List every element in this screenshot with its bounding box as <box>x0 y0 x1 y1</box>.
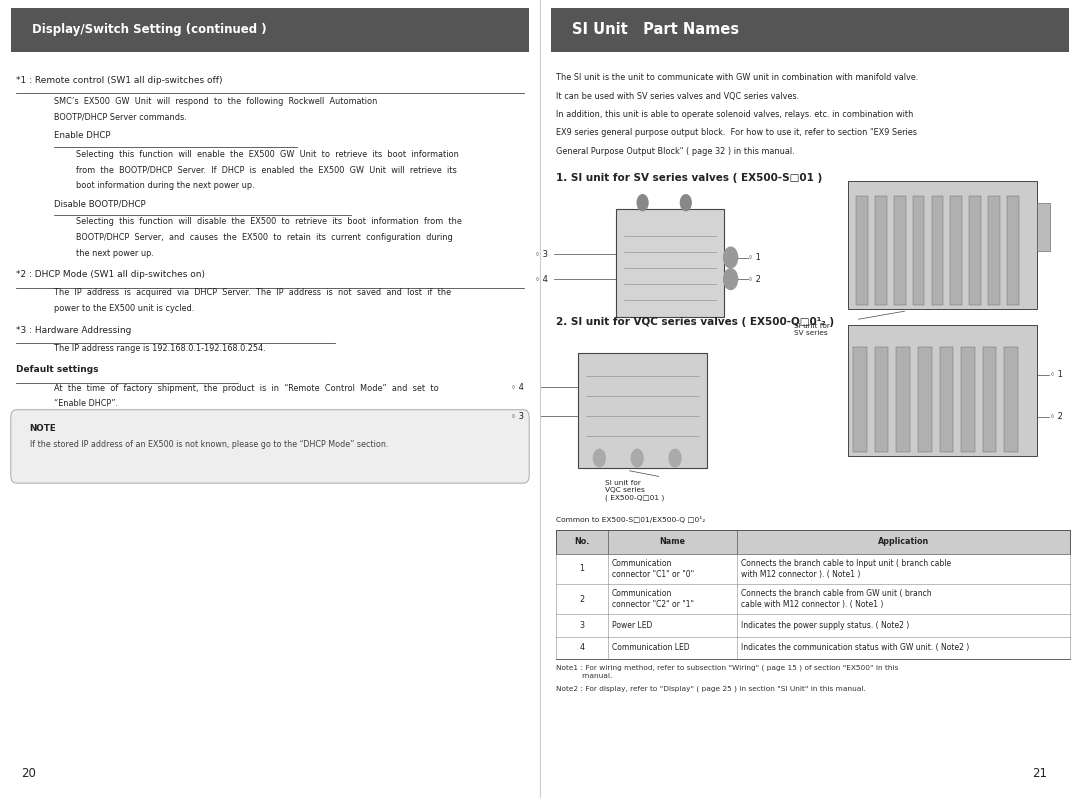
Text: Indicates the power supply status. ( Note2 ): Indicates the power supply status. ( Not… <box>741 621 909 630</box>
Text: Selecting  this  function  will  disable  the  EX500  to  retrieve  its  boot  i: Selecting this function will disable the… <box>76 217 461 227</box>
Text: Communication LED: Communication LED <box>612 643 689 653</box>
Text: SI unit for
SV series: SI unit for SV series <box>794 323 829 336</box>
Text: 2: 2 <box>579 595 584 604</box>
Text: BOOTP/DHCP  Server,  and  causes  the  EX500  to  retain  its  current  configur: BOOTP/DHCP Server, and causes the EX500 … <box>76 233 453 242</box>
FancyBboxPatch shape <box>551 8 1069 52</box>
Text: 2. SI unit for VQC series valves ( EX500-Q□0¹₂ ): 2. SI unit for VQC series valves ( EX500… <box>556 317 835 327</box>
Text: ◦ 1: ◦ 1 <box>747 253 760 262</box>
Text: Indicates the communication status with GW unit. ( Note2 ): Indicates the communication status with … <box>741 643 970 653</box>
Text: Name: Name <box>659 537 686 547</box>
Bar <box>970 196 981 305</box>
Circle shape <box>631 449 644 467</box>
Circle shape <box>669 449 681 467</box>
Text: 20: 20 <box>22 768 37 780</box>
Text: Note1 : For wiring method, refer to subsection "Wiring" ( page 15 ) of section ": Note1 : For wiring method, refer to subs… <box>556 665 899 679</box>
Text: boot information during the next power up.: boot information during the next power u… <box>76 181 254 190</box>
FancyBboxPatch shape <box>11 409 529 483</box>
Text: ◦ 3: ◦ 3 <box>535 250 549 259</box>
FancyBboxPatch shape <box>556 584 1070 614</box>
Text: ◦ 3: ◦ 3 <box>511 412 524 421</box>
Bar <box>1037 203 1050 251</box>
Bar <box>855 196 868 305</box>
FancyBboxPatch shape <box>556 614 1070 637</box>
Bar <box>875 347 888 452</box>
Text: power to the EX500 unit is cycled.: power to the EX500 unit is cycled. <box>54 304 194 313</box>
Text: *3 : Hardware Addressing: *3 : Hardware Addressing <box>16 326 132 334</box>
Text: Application: Application <box>878 537 929 547</box>
Bar <box>875 196 887 305</box>
Text: 3: 3 <box>579 621 584 630</box>
Bar <box>931 196 944 305</box>
Text: NOTE: NOTE <box>30 424 56 433</box>
Text: the next power up.: the next power up. <box>76 249 153 258</box>
Text: No.: No. <box>575 537 590 547</box>
Bar <box>894 196 905 305</box>
Bar <box>1004 347 1017 452</box>
Text: BOOTP/DHCP Server commands.: BOOTP/DHCP Server commands. <box>54 113 187 122</box>
Text: ◦ 2: ◦ 2 <box>1050 413 1063 421</box>
Text: SI unit for
VQC series
( EX500-Q□01 ): SI unit for VQC series ( EX500-Q□01 ) <box>605 480 664 501</box>
Text: Enable DHCP: Enable DHCP <box>54 131 110 140</box>
Text: Display/Switch Setting (continued ): Display/Switch Setting (continued ) <box>32 23 267 36</box>
Text: *1 : Remote control (SW1 all dip-switches off): *1 : Remote control (SW1 all dip-switche… <box>16 76 222 85</box>
Text: ◦ 2: ◦ 2 <box>747 275 760 283</box>
Text: It can be used with SV series valves and VQC series valves.: It can be used with SV series valves and… <box>556 92 799 101</box>
Text: SMC’s  EX500  GW  Unit  will  respond  to  the  following  Rockwell  Automation: SMC’s EX500 GW Unit will respond to the … <box>54 97 377 106</box>
Text: 1. SI unit for SV series valves ( EX500-S□01 ): 1. SI unit for SV series valves ( EX500-… <box>556 173 823 184</box>
Text: Communication
connector "C2" or "1": Communication connector "C2" or "1" <box>612 589 693 610</box>
Text: Connects the branch cable from GW unit ( branch
cable with M12 connector ). ( No: Connects the branch cable from GW unit (… <box>741 589 932 610</box>
Text: In addition, this unit is able to operate solenoid valves, relays. etc. in combi: In addition, this unit is able to operat… <box>556 110 914 119</box>
Bar <box>961 347 975 452</box>
FancyBboxPatch shape <box>556 637 1070 659</box>
Text: The SI unit is the unit to communicate with GW unit in combination with manifold: The SI unit is the unit to communicate w… <box>556 73 918 82</box>
Circle shape <box>724 247 738 268</box>
Circle shape <box>680 195 691 211</box>
Text: “Enable DHCP”.: “Enable DHCP”. <box>54 400 118 409</box>
FancyBboxPatch shape <box>578 353 707 468</box>
Circle shape <box>724 269 738 290</box>
Bar <box>918 347 931 452</box>
Bar <box>950 196 962 305</box>
Text: General Purpose Output Block" ( page 32 ) in this manual.: General Purpose Output Block" ( page 32 … <box>556 147 795 156</box>
Text: *2 : DHCP Mode (SW1 all dip-switches on): *2 : DHCP Mode (SW1 all dip-switches on) <box>16 271 205 279</box>
Text: Disable BOOTP/DHCP: Disable BOOTP/DHCP <box>54 200 146 208</box>
FancyBboxPatch shape <box>616 209 724 317</box>
Bar <box>983 347 996 452</box>
Bar <box>913 196 924 305</box>
Text: Note2 : For display, refer to "Display" ( page 25 ) in section "SI Unit" in this: Note2 : For display, refer to "Display" … <box>556 685 866 692</box>
FancyBboxPatch shape <box>11 8 529 52</box>
Text: Default settings: Default settings <box>16 365 98 374</box>
Text: SI Unit   Part Names: SI Unit Part Names <box>572 22 740 37</box>
Text: The  IP  address  is  acquired  via  DHCP  Server.  The  IP  address  is  not  s: The IP address is acquired via DHCP Serv… <box>54 288 451 298</box>
Text: 21: 21 <box>1032 768 1048 780</box>
Text: ◦ 1: ◦ 1 <box>1050 370 1063 379</box>
FancyBboxPatch shape <box>848 325 1037 456</box>
FancyBboxPatch shape <box>848 181 1037 309</box>
Text: ◦ 4: ◦ 4 <box>536 275 549 283</box>
Text: The IP address range is 192.168.0.1-192.168.0.254.: The IP address range is 192.168.0.1-192.… <box>54 344 266 353</box>
Bar <box>940 347 954 452</box>
Bar <box>896 347 909 452</box>
Text: Communication
connector "C1" or "0": Communication connector "C1" or "0" <box>612 559 694 579</box>
Text: 4: 4 <box>579 643 584 653</box>
Text: At  the  time  of  factory  shipment,  the  product  is  in  “Remote  Control  M: At the time of factory shipment, the pro… <box>54 384 438 393</box>
Text: EX9 series general purpose output block.  For how to use it, refer to section "E: EX9 series general purpose output block.… <box>556 128 917 137</box>
Text: from  the  BOOTP/DHCP  Server.  If  DHCP  is  enabled  the  EX500  GW  Unit  wil: from the BOOTP/DHCP Server. If DHCP is e… <box>76 165 457 174</box>
Text: Connects the branch cable to Input unit ( branch cable
with M12 connector ). ( N: Connects the branch cable to Input unit … <box>741 559 951 579</box>
FancyBboxPatch shape <box>556 554 1070 584</box>
Text: Power LED: Power LED <box>612 621 652 630</box>
Text: ◦ 4: ◦ 4 <box>511 383 524 392</box>
Text: Common to EX500-S□01/EX500-Q □0¹₂: Common to EX500-S□01/EX500-Q □0¹₂ <box>556 516 705 523</box>
Bar <box>988 196 1000 305</box>
Text: Selecting  this  function  will  enable  the  EX500  GW  Unit  to  retrieve  its: Selecting this function will enable the … <box>76 149 459 159</box>
Text: If the stored IP address of an EX500 is not known, please go to the “DHCP Mode” : If the stored IP address of an EX500 is … <box>30 440 388 449</box>
FancyBboxPatch shape <box>556 530 1070 554</box>
Circle shape <box>594 449 605 467</box>
Bar <box>1008 196 1020 305</box>
Text: 1: 1 <box>579 564 584 574</box>
Bar <box>853 347 867 452</box>
Circle shape <box>637 195 648 211</box>
